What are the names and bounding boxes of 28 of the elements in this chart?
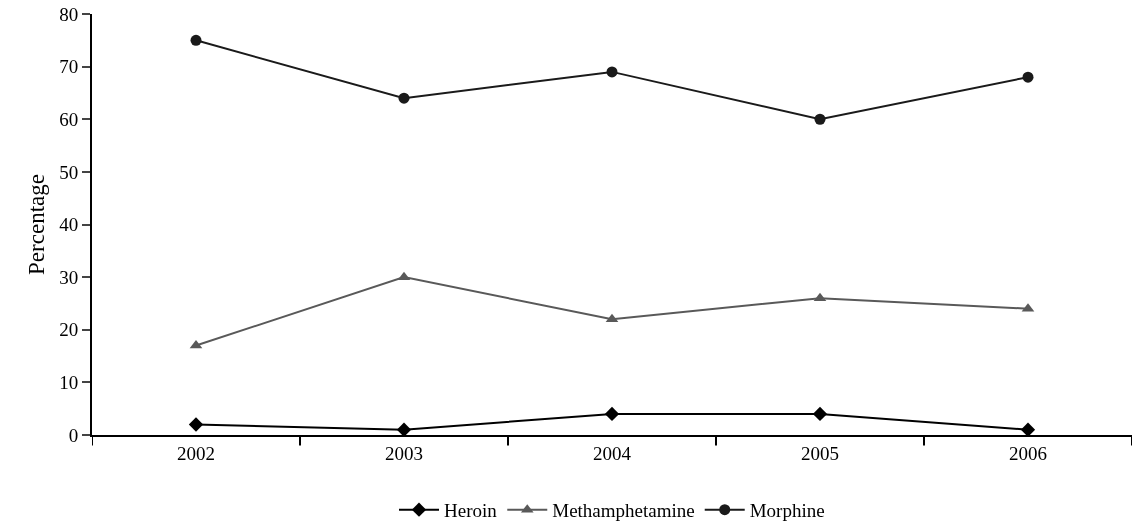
point: [812, 406, 828, 422]
y-tick-label: 60: [59, 108, 79, 130]
point: [398, 92, 410, 104]
y-tick-label: 0: [68, 424, 79, 446]
point: [814, 113, 826, 125]
y-tick-label: 30: [59, 266, 79, 288]
x-tick-label: 2002: [177, 442, 215, 464]
y-tick-label: 10: [59, 372, 79, 394]
legend-label: Methamphetamine: [552, 500, 695, 522]
y-tick-label: 80: [59, 3, 79, 25]
x-tick-label: 2005: [801, 442, 839, 464]
legend-label: Heroin: [444, 500, 498, 522]
y-tick-label: 20: [59, 319, 79, 341]
point: [1020, 422, 1036, 435]
legend-label: Morphine: [749, 500, 825, 522]
point: [604, 406, 620, 422]
y-axis-title: Percentage: [24, 174, 50, 275]
y-tick-label: 50: [59, 161, 79, 183]
x-tick-label: 2003: [385, 442, 423, 464]
y-tick-label: 70: [59, 56, 79, 78]
point: [606, 66, 618, 78]
point: [188, 417, 204, 432]
point: [1022, 71, 1034, 83]
x-tick-label: 2006: [1009, 442, 1047, 464]
x-tick-label: 2004: [593, 442, 632, 464]
point: [396, 422, 412, 435]
y-tick-label: 40: [59, 214, 79, 236]
point: [190, 34, 202, 46]
